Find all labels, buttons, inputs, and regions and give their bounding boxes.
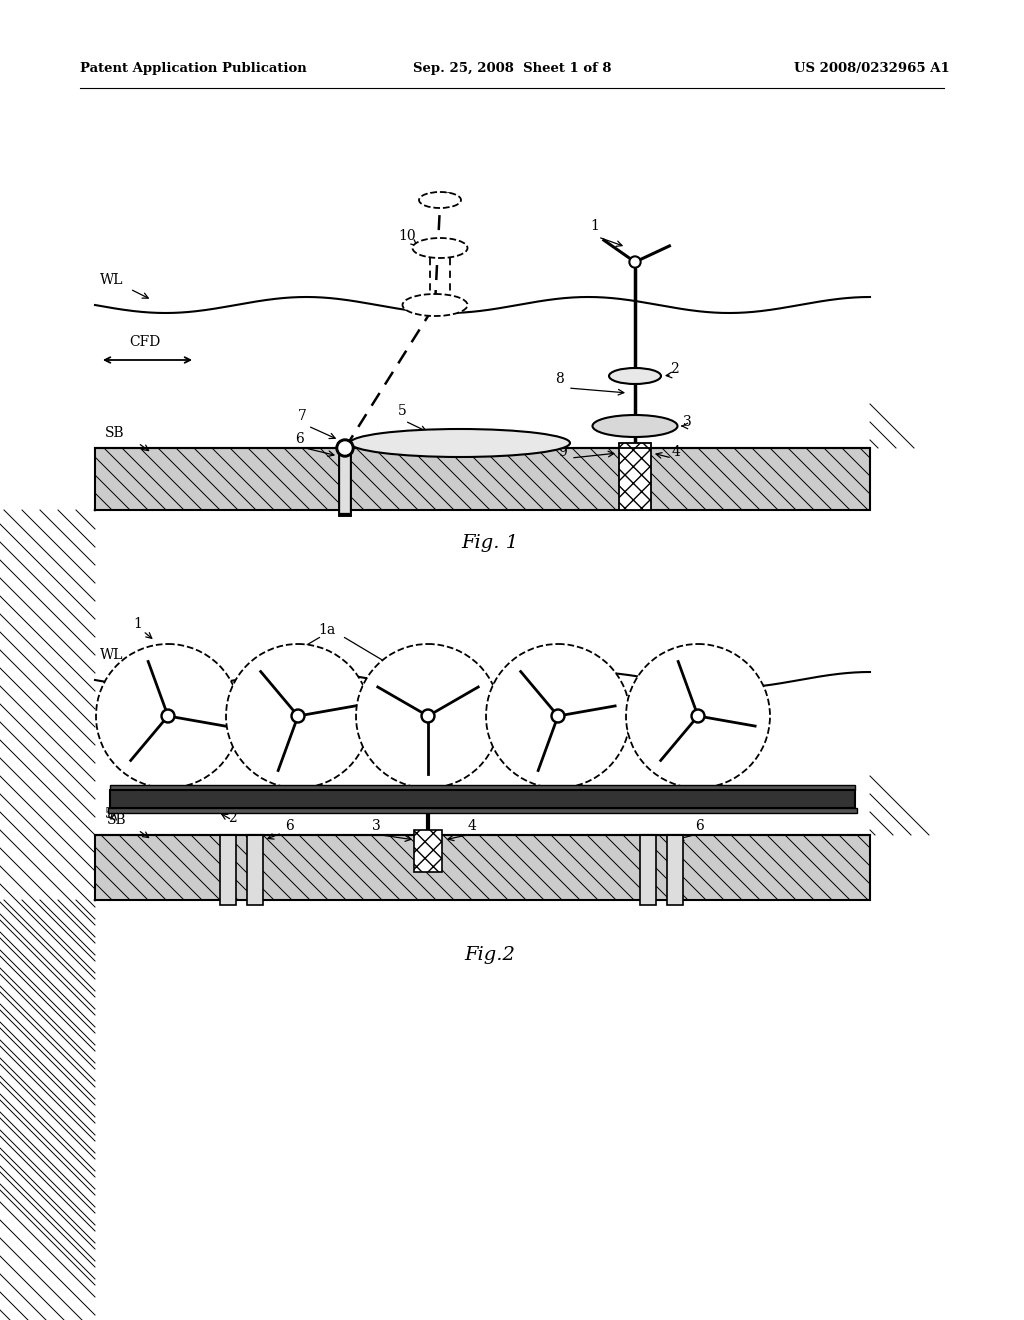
Circle shape [96, 644, 240, 788]
Bar [618, 444, 651, 510]
Bar [108, 808, 857, 813]
Text: 2: 2 [670, 362, 679, 376]
Circle shape [294, 711, 302, 721]
Circle shape [291, 709, 305, 723]
Text: SB: SB [105, 426, 125, 440]
Text: 9: 9 [558, 445, 566, 459]
Bar [220, 836, 236, 906]
Text: 4: 4 [672, 445, 681, 459]
Text: 6: 6 [285, 818, 294, 833]
Text: 8: 8 [555, 372, 564, 385]
Circle shape [693, 711, 702, 721]
Text: 1: 1 [590, 219, 599, 234]
Ellipse shape [402, 294, 468, 315]
Text: Sep. 25, 2008  Sheet 1 of 8: Sep. 25, 2008 Sheet 1 of 8 [413, 62, 611, 75]
Text: Fig. 1: Fig. 1 [462, 535, 518, 552]
Bar [640, 836, 656, 906]
Text: SB: SB [106, 813, 127, 828]
Ellipse shape [419, 191, 461, 209]
Text: 5: 5 [398, 404, 407, 418]
Text: CFD: CFD [129, 335, 161, 348]
Circle shape [336, 440, 354, 457]
Circle shape [424, 711, 432, 721]
Text: 5: 5 [105, 807, 114, 821]
Text: 2: 2 [228, 810, 237, 825]
Circle shape [551, 709, 565, 723]
Circle shape [226, 644, 370, 788]
Bar [110, 785, 855, 789]
Text: 4: 4 [468, 818, 477, 833]
Bar [110, 789, 855, 808]
Circle shape [161, 709, 175, 723]
Bar [95, 836, 870, 900]
Ellipse shape [350, 429, 570, 457]
Bar [667, 836, 683, 906]
Text: Fig.2: Fig.2 [465, 946, 515, 964]
Text: 1: 1 [133, 616, 142, 631]
Bar [247, 836, 263, 906]
Text: 6: 6 [295, 432, 304, 446]
Circle shape [356, 644, 500, 788]
Text: 3: 3 [372, 818, 381, 833]
Circle shape [631, 259, 639, 265]
Bar [95, 447, 870, 510]
Circle shape [421, 709, 435, 723]
Text: WL: WL [100, 273, 124, 286]
Circle shape [626, 644, 770, 788]
Text: Patent Application Publication: Patent Application Publication [80, 62, 307, 75]
Text: 6: 6 [695, 818, 703, 833]
Ellipse shape [413, 238, 468, 257]
Bar [414, 830, 442, 873]
Text: US 2008/0232965 A1: US 2008/0232965 A1 [795, 62, 950, 75]
Circle shape [339, 442, 351, 454]
Ellipse shape [593, 414, 678, 437]
Circle shape [691, 709, 705, 723]
Text: 10: 10 [398, 228, 416, 243]
Text: 3: 3 [683, 414, 692, 429]
Ellipse shape [609, 368, 662, 384]
Circle shape [629, 256, 641, 268]
Text: WL: WL [100, 648, 124, 663]
Circle shape [553, 711, 562, 721]
Text: 1a: 1a [318, 623, 335, 638]
Circle shape [164, 711, 173, 721]
Text: 7: 7 [298, 409, 307, 422]
Circle shape [486, 644, 630, 788]
